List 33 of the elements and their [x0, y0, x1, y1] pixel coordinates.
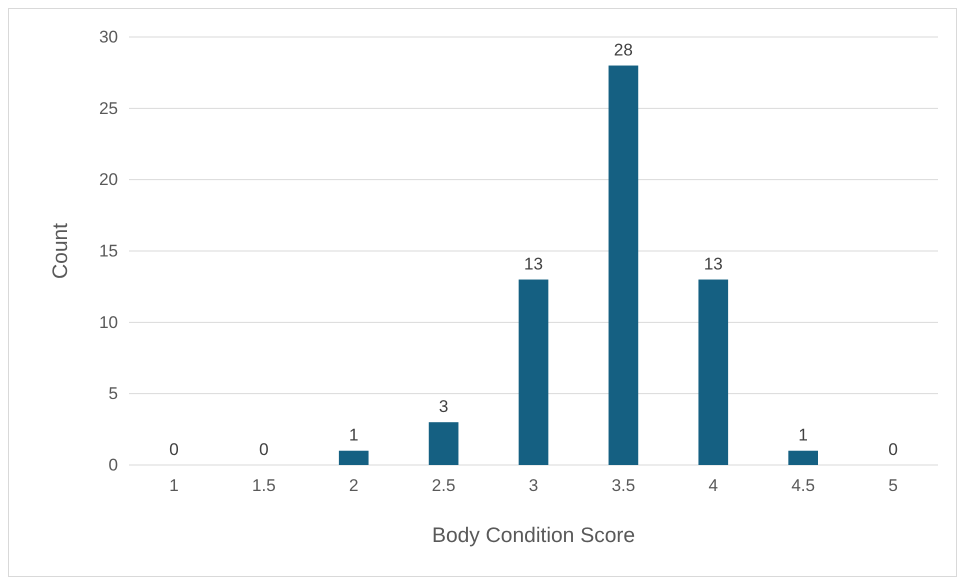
x-tick-label: 2.5 [432, 476, 456, 496]
bar [788, 450, 818, 465]
x-tick-label: 1 [169, 476, 179, 496]
data-label: 1 [798, 426, 808, 445]
data-label: 28 [614, 40, 633, 60]
x-tick-label: 2 [348, 476, 358, 496]
y-tick-label: 15 [99, 241, 118, 260]
x-tick-label: 3.5 [612, 476, 636, 496]
bar [608, 66, 638, 465]
data-label: 0 [169, 440, 179, 459]
y-axis-title: Count [49, 222, 72, 280]
y-tick-label: 10 [99, 312, 118, 332]
bar [518, 280, 548, 465]
x-tick-label: 4 [708, 476, 718, 496]
data-label: 13 [524, 254, 543, 274]
y-tick-label: 0 [108, 455, 118, 474]
data-label: 3 [438, 397, 448, 416]
y-tick-label: 30 [99, 27, 118, 46]
bar [338, 450, 369, 465]
bar [428, 422, 458, 465]
x-tick-label: 4.5 [791, 476, 815, 496]
data-label: 0 [888, 440, 898, 459]
data-label: 1 [348, 426, 358, 445]
x-tick-label: 5 [888, 476, 898, 496]
x-tick-label: 3 [528, 476, 538, 496]
data-label: 13 [704, 254, 723, 274]
y-tick-label: 20 [99, 170, 118, 190]
x-axis-title: Body Condition Score [432, 524, 636, 547]
data-label: 0 [259, 440, 269, 459]
bar [698, 280, 728, 465]
x-tick-label: 1.5 [252, 476, 276, 496]
y-tick-label: 5 [108, 384, 118, 404]
y-tick-label: 25 [99, 98, 118, 118]
